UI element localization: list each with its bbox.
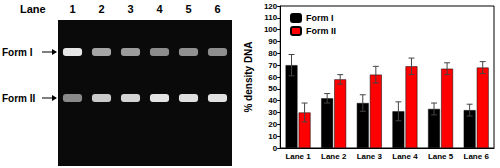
svg-text:20: 20 bbox=[268, 120, 277, 129]
svg-text:Form I: Form I bbox=[2, 47, 33, 58]
svg-text:10: 10 bbox=[268, 132, 277, 141]
svg-text:100: 100 bbox=[264, 25, 278, 34]
svg-text:1: 1 bbox=[69, 3, 75, 15]
svg-text:Form II: Form II bbox=[2, 93, 36, 104]
svg-text:Lane: Lane bbox=[20, 3, 46, 15]
svg-text:Form II: Form II bbox=[306, 26, 336, 36]
svg-text:90: 90 bbox=[268, 37, 277, 46]
svg-text:120: 120 bbox=[264, 2, 278, 11]
svg-text:Lane 3: Lane 3 bbox=[357, 152, 383, 161]
svg-text:110: 110 bbox=[264, 13, 277, 22]
svg-text:% density DNA: % density DNA bbox=[243, 41, 254, 112]
svg-text:50: 50 bbox=[268, 84, 277, 93]
svg-text:Lane 2: Lane 2 bbox=[321, 152, 347, 161]
svg-text:4: 4 bbox=[156, 3, 163, 15]
svg-text:Lane 1: Lane 1 bbox=[285, 152, 311, 161]
svg-text:0: 0 bbox=[273, 144, 278, 153]
svg-text:70: 70 bbox=[268, 61, 277, 70]
svg-text:Form I: Form I bbox=[306, 13, 334, 23]
svg-text:2: 2 bbox=[98, 3, 104, 15]
svg-text:60: 60 bbox=[268, 73, 277, 82]
svg-text:3: 3 bbox=[127, 3, 133, 15]
svg-text:Lane 4: Lane 4 bbox=[392, 152, 418, 161]
svg-text:Lane 6: Lane 6 bbox=[464, 152, 490, 161]
svg-text:6: 6 bbox=[214, 3, 220, 15]
svg-text:40: 40 bbox=[268, 96, 277, 105]
svg-text:Lane 5: Lane 5 bbox=[428, 152, 454, 161]
svg-text:80: 80 bbox=[268, 49, 277, 58]
svg-text:30: 30 bbox=[268, 108, 277, 117]
svg-text:5: 5 bbox=[185, 3, 191, 15]
